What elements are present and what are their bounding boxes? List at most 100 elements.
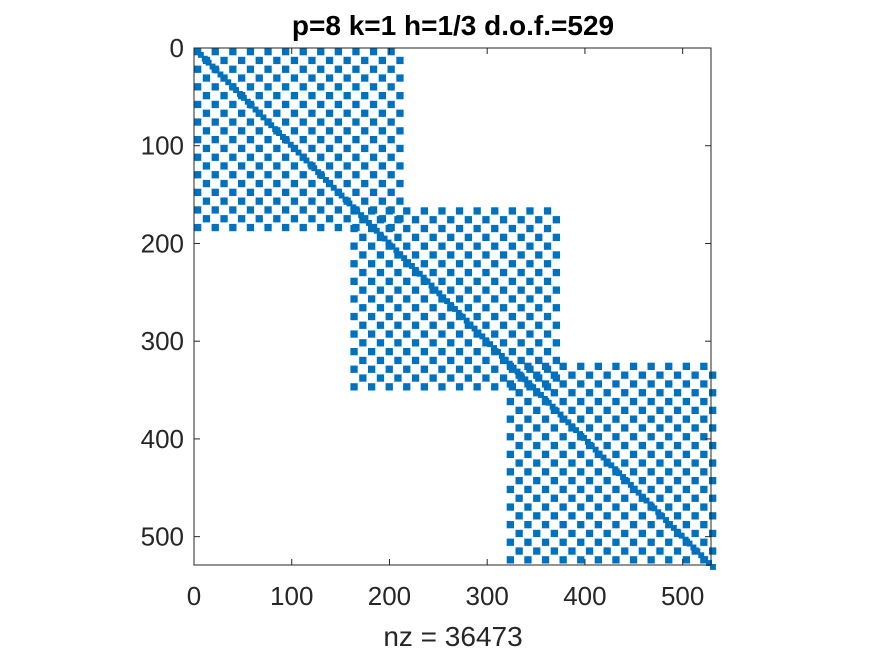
- nz-cell: [533, 441, 541, 450]
- nz-cell: [455, 365, 464, 373]
- nz-cell: [682, 450, 690, 458]
- nz-cell: [403, 207, 411, 215]
- nonzero-pattern: [194, 48, 717, 570]
- nz-cell: [491, 295, 499, 303]
- nz-cell: [665, 380, 673, 388]
- nz-cell: [273, 109, 281, 117]
- nz-cell: [317, 118, 325, 126]
- nz-cell: [359, 233, 367, 241]
- nz-cell: [543, 224, 552, 233]
- diag-cell: [346, 200, 353, 207]
- nz-cell: [585, 406, 594, 414]
- diag-cell: [510, 364, 517, 371]
- nz-cell: [411, 251, 420, 259]
- nz-cell: [420, 207, 428, 215]
- nz-cell: [194, 188, 202, 196]
- diag-cell: [647, 501, 654, 508]
- nz-cell: [455, 295, 464, 303]
- diag-cell: [584, 438, 591, 445]
- nz-cell: [482, 374, 490, 382]
- nz-cell: [682, 380, 690, 388]
- nz-cell: [656, 441, 664, 450]
- nz-cell: [526, 207, 534, 215]
- nz-cell: [594, 362, 602, 370]
- nz-cell: [369, 171, 378, 179]
- nz-cell: [709, 371, 717, 379]
- nz-cell: [246, 136, 255, 144]
- nz-cell: [403, 295, 411, 303]
- nz-cell: [394, 304, 402, 312]
- nz-cell: [264, 223, 272, 232]
- nz-cell: [334, 206, 342, 214]
- nz-cell: [464, 356, 472, 365]
- y-tick-label: 200: [141, 228, 184, 258]
- nz-cell: [612, 433, 620, 441]
- nz-cell: [394, 286, 402, 294]
- nz-cell: [629, 362, 638, 370]
- nz-cell: [394, 233, 402, 241]
- diag-cell: [330, 184, 337, 191]
- nz-cell: [211, 206, 219, 214]
- nz-cell: [438, 383, 446, 391]
- nz-cell: [515, 389, 523, 397]
- nz-cell: [508, 330, 516, 338]
- nz-cell: [621, 424, 629, 432]
- nz-cell: [612, 556, 620, 564]
- nz-cell: [325, 56, 334, 65]
- diag-cell: [393, 247, 400, 254]
- diag-cell: [342, 196, 349, 203]
- nz-cell: [541, 433, 550, 441]
- nz-cell: [361, 144, 369, 153]
- nz-cell: [621, 371, 629, 379]
- nz-cell: [612, 538, 620, 546]
- nz-cell: [255, 215, 263, 223]
- nz-cell: [559, 450, 567, 458]
- nz-cell: [603, 477, 611, 485]
- nz-cell: [282, 118, 290, 126]
- nz-cell: [568, 406, 576, 414]
- nz-cell: [420, 312, 428, 321]
- diag-cell: [295, 149, 302, 156]
- nz-cell: [543, 348, 552, 356]
- nz-cell: [700, 503, 708, 511]
- nz-cell: [361, 56, 369, 65]
- nz-cell: [455, 260, 464, 268]
- diag-cell: [612, 466, 619, 473]
- nz-cell: [238, 109, 246, 117]
- nz-cell: [211, 136, 219, 144]
- nz-cell: [682, 556, 690, 564]
- nz-cell: [499, 268, 508, 277]
- nz-cell: [194, 171, 202, 179]
- nz-cell: [455, 330, 464, 338]
- nz-cell: [656, 424, 664, 432]
- nz-cell: [378, 162, 386, 170]
- diag-cell: [530, 384, 537, 391]
- nz-cell: [290, 92, 299, 100]
- nz-cell: [673, 547, 682, 555]
- nz-cell: [673, 424, 682, 432]
- diag-cell: [283, 137, 290, 144]
- nz-cell: [691, 441, 699, 450]
- nz-cell: [411, 339, 420, 347]
- nz-cell: [691, 512, 699, 520]
- nz-cell: [385, 295, 393, 303]
- x-tick-label: 400: [563, 581, 606, 611]
- nz-cell: [385, 207, 393, 215]
- nz-cell: [473, 383, 481, 391]
- nz-cell: [369, 136, 378, 144]
- nz-cell: [568, 494, 576, 502]
- nz-cell: [438, 330, 446, 338]
- nz-cell: [621, 459, 629, 467]
- nz-cell: [691, 406, 699, 414]
- nz-cell: [638, 424, 646, 432]
- nz-cell: [361, 197, 369, 205]
- nz-cell: [317, 48, 325, 56]
- nz-cell: [656, 494, 664, 502]
- nz-cell: [387, 153, 395, 161]
- x-tick-label: 300: [465, 581, 508, 611]
- diag-cell: [280, 134, 286, 140]
- diag-cell: [667, 521, 673, 527]
- diag-cell: [573, 427, 580, 434]
- nz-cell: [508, 348, 516, 356]
- nz-cell: [526, 295, 534, 303]
